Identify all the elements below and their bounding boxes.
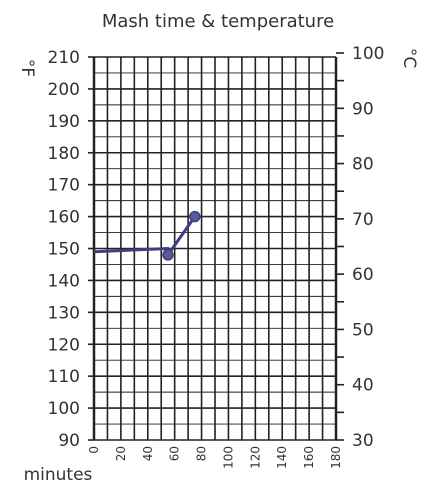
left-tick-label: 160 bbox=[48, 208, 80, 228]
right-tick-label: 60 bbox=[352, 265, 374, 285]
x-tick-label: 120 bbox=[248, 446, 262, 469]
left-y-axis: 90 100 110 120 130 140 150 160 170 180 190 200 210 bbox=[48, 48, 94, 451]
left-tick-label: 120 bbox=[48, 335, 80, 355]
left-tick-label: 90 bbox=[58, 431, 80, 451]
left-tick-label: 140 bbox=[48, 271, 80, 291]
right-tick-label: 100 bbox=[352, 44, 384, 64]
right-tick-label: 30 bbox=[352, 431, 374, 451]
left-tick-label: 110 bbox=[48, 367, 80, 387]
left-tick-label: 180 bbox=[48, 144, 80, 164]
right-axis-unit: °C bbox=[399, 48, 419, 68]
right-tick-label: 70 bbox=[352, 210, 374, 230]
x-tick-label: 80 bbox=[195, 446, 209, 461]
x-tick-label: 160 bbox=[302, 446, 316, 469]
x-axis-label: minutes bbox=[24, 465, 93, 485]
right-tick-label: 40 bbox=[352, 376, 374, 396]
right-y-axis: 30 40 50 60 70 80 90 100 bbox=[336, 44, 384, 451]
x-tick-label: 140 bbox=[275, 446, 289, 469]
x-tick-label: 100 bbox=[221, 446, 235, 469]
x-axis: 0 20 40 60 80 100 120 140 160 180 bbox=[87, 446, 343, 469]
x-tick-label: 20 bbox=[114, 446, 128, 461]
left-tick-label: 150 bbox=[48, 240, 80, 260]
x-tick-label: 0 bbox=[87, 446, 101, 454]
left-tick-label: 190 bbox=[48, 112, 80, 132]
chart-grid bbox=[92, 56, 338, 441]
right-tick-label: 80 bbox=[352, 155, 374, 175]
x-tick-label: 180 bbox=[329, 446, 343, 469]
left-tick-label: 100 bbox=[48, 399, 80, 419]
left-tick-label: 130 bbox=[48, 303, 80, 323]
chart-title: Mash time & temperature bbox=[102, 11, 334, 32]
right-tick-label: 90 bbox=[352, 99, 374, 119]
left-axis-unit: °F bbox=[17, 59, 37, 77]
data-point-marker bbox=[189, 210, 201, 223]
right-tick-label: 50 bbox=[352, 320, 374, 340]
left-tick-label: 200 bbox=[48, 80, 80, 100]
data-point-marker bbox=[162, 249, 174, 261]
data-series bbox=[93, 210, 201, 261]
x-tick-label: 40 bbox=[141, 446, 155, 461]
left-tick-label: 170 bbox=[48, 176, 80, 196]
left-tick-label: 210 bbox=[48, 48, 80, 68]
x-tick-label: 60 bbox=[168, 446, 182, 461]
